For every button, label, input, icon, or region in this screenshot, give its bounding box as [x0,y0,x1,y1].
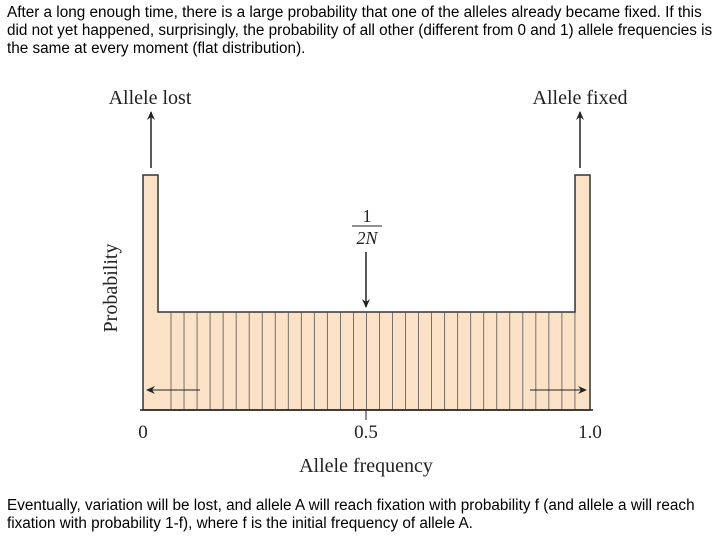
distribution [142,174,591,411]
outro-text: Eventually, variation will be lost, and … [7,497,695,532]
x-tick-label: 1.0 [578,422,602,443]
marker-denominator: 2N [356,228,378,248]
y-axis-label: Probability [100,244,122,333]
left-label: Allele lost [109,87,192,109]
x-axis-label: Allele frequency [299,455,433,477]
marker-numerator: 1 [363,206,372,226]
x-tick-label: 0 [138,422,148,443]
intro-text: After a long enough time, there is a lar… [7,4,713,57]
right-label: Allele fixed [533,87,628,109]
x-tick-label: 0.5 [354,422,378,443]
